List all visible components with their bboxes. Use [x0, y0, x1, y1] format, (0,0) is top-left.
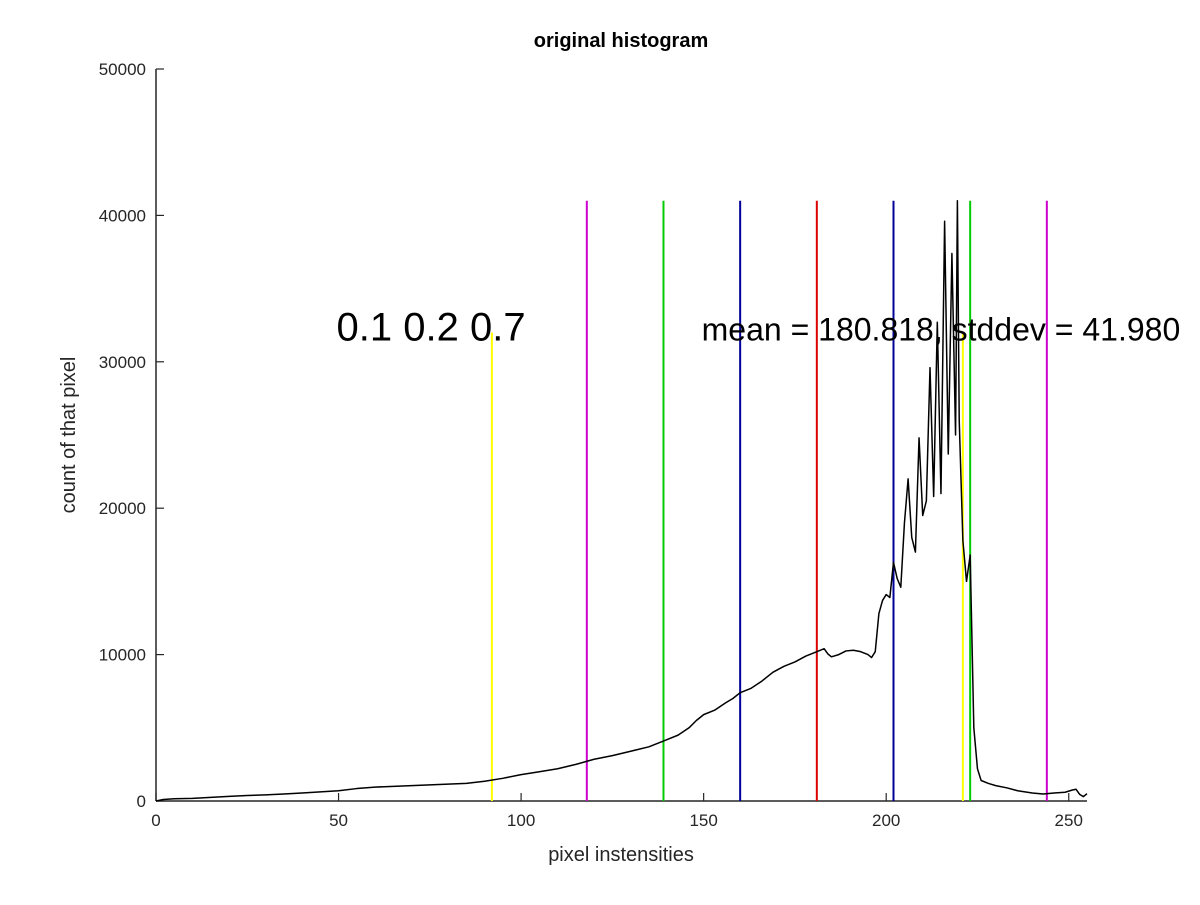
- x-tick-label: 100: [507, 811, 535, 830]
- y-tick-label: 50000: [99, 60, 146, 79]
- plot-area: 0 50 100 150 200 250 0 10000 20000 30000 40000 5000…: [99, 60, 1181, 830]
- x-tick-label: 0: [151, 811, 160, 830]
- x-tick-label: 250: [1055, 811, 1083, 830]
- x-tick-label: 150: [689, 811, 717, 830]
- x-axis-label: pixel instensities: [548, 844, 694, 866]
- y-tick-label: 0: [137, 792, 146, 811]
- y-tick-label: 10000: [99, 646, 146, 665]
- y-axis-label: count of that pixel: [58, 357, 80, 514]
- chart-title: original histogram: [534, 30, 708, 52]
- mean-stddev-annotation: mean = 180.818, stddev = 41.980: [702, 312, 1181, 348]
- x-tick-label: 50: [329, 811, 348, 830]
- y-tick-label: 30000: [99, 353, 146, 372]
- y-tick-label: 40000: [99, 206, 146, 225]
- histogram-series-line: [155, 200, 1088, 802]
- weights-annotation: 0.1 0.2 0.7: [337, 306, 526, 350]
- y-tick-label: 20000: [99, 499, 146, 518]
- x-tick-label: 200: [872, 811, 900, 830]
